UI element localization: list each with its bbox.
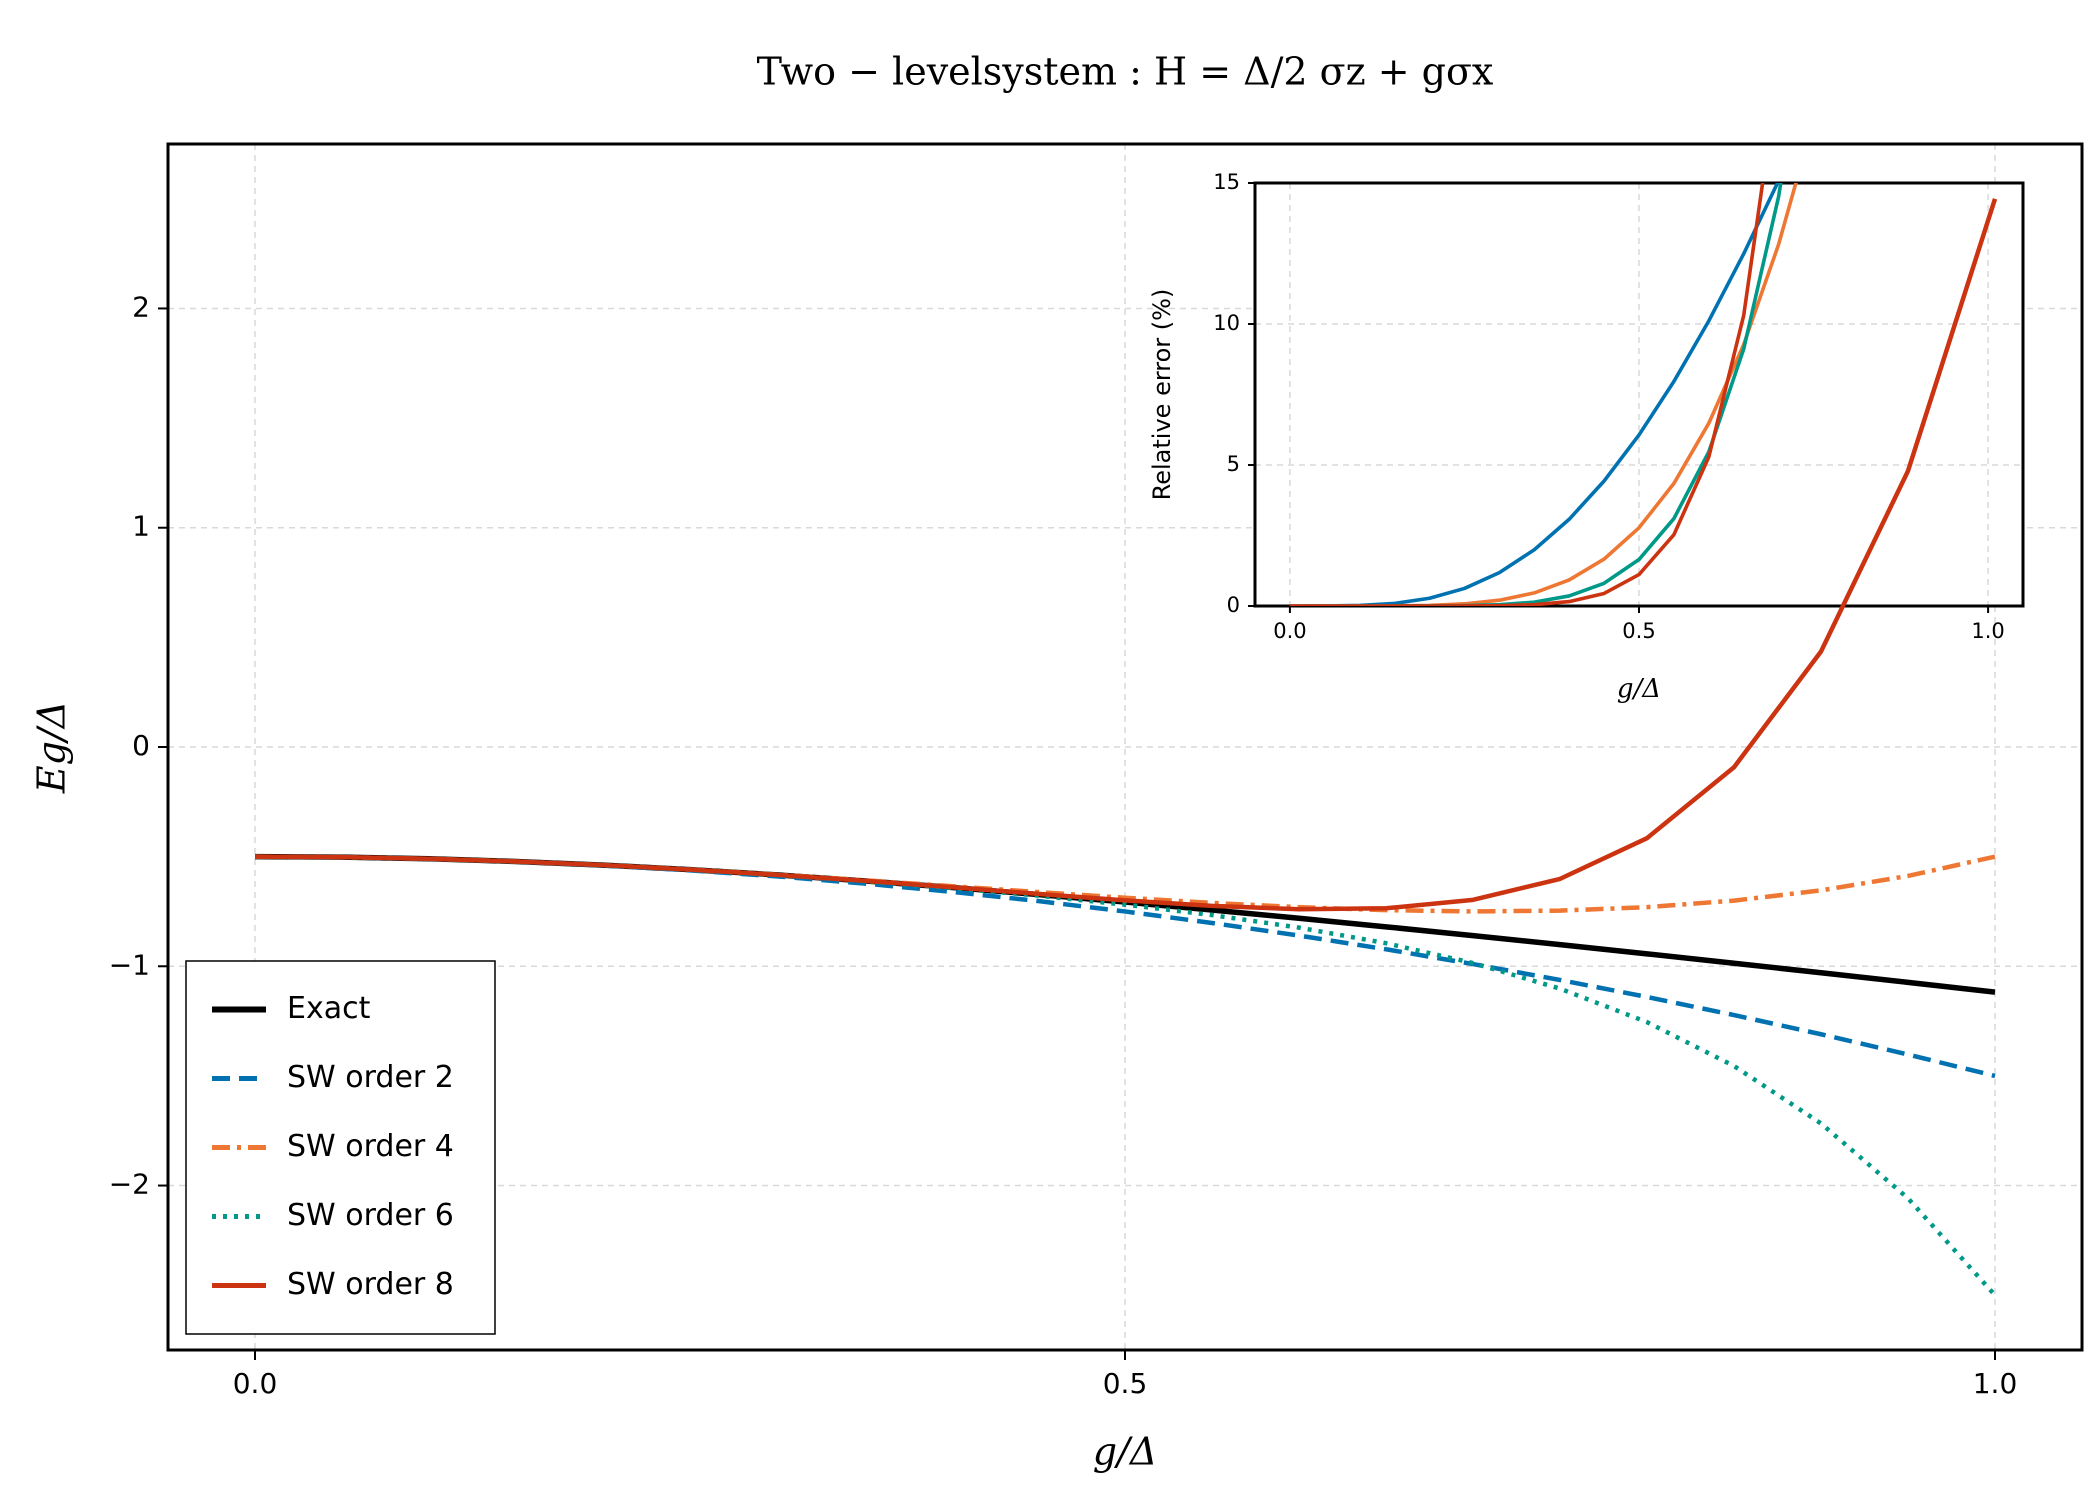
x-tick-label: 1.0 xyxy=(1973,1367,2018,1400)
series-group xyxy=(1289,183,1798,606)
y-axis-label: Relative error (%) xyxy=(1148,289,1176,501)
x-axis-label: g/Δ xyxy=(1093,1430,1158,1474)
series-group xyxy=(254,198,1998,1297)
x-tick-label: 0.0 xyxy=(1273,619,1306,643)
y-tick-label: −2 xyxy=(109,1168,150,1201)
axes-frame xyxy=(166,142,2084,1352)
series-line xyxy=(1289,183,1783,606)
series-line xyxy=(1289,183,1765,606)
x-tick-label: 0.0 xyxy=(233,1367,278,1400)
y-tick-label: 0 xyxy=(1227,593,1240,617)
y-tick-label: 15 xyxy=(1213,170,1240,194)
legend-label: SW order 8 xyxy=(287,1267,454,1302)
y-tick-label: −1 xyxy=(109,948,150,981)
x-tick-label: 1.0 xyxy=(1971,619,2004,643)
y-tick-label: 5 xyxy=(1227,452,1240,476)
axes-frame xyxy=(1253,181,2025,608)
y-axis-label: Eg/Δ xyxy=(30,701,74,794)
legend-label: SW order 6 xyxy=(287,1198,454,1233)
y-tick-label: 10 xyxy=(1213,311,1240,335)
y-tick-label: 0 xyxy=(132,729,150,762)
chart-title: Two − levelsystem : H = Δ/2 σz + gσx xyxy=(757,50,1494,94)
x-tick-label: 0.5 xyxy=(1103,1367,1148,1400)
legend-label: SW order 2 xyxy=(287,1060,454,1095)
y-tick-label: 2 xyxy=(132,290,150,323)
y-tick-label: 1 xyxy=(132,510,150,543)
legend-label: Exact xyxy=(287,991,371,1026)
x-axis-label: g/Δ xyxy=(1617,674,1661,704)
series-line xyxy=(254,854,1996,1079)
x-tick-label: 0.5 xyxy=(1622,619,1655,643)
series-line xyxy=(254,198,1998,912)
series-line xyxy=(254,854,1997,1297)
legend-label: SW order 4 xyxy=(287,1129,454,1164)
